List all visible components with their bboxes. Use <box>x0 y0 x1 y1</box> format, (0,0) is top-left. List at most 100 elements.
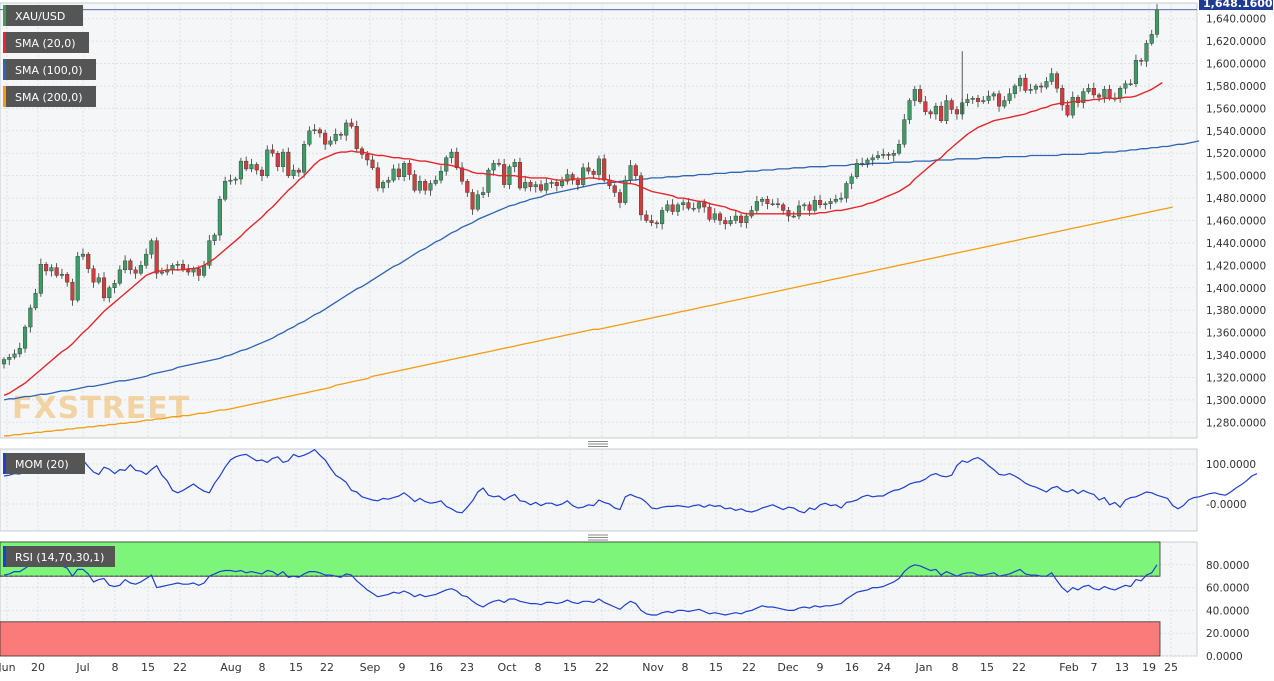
candle <box>1049 68 1054 85</box>
candle <box>91 265 96 288</box>
candle-body <box>7 357 12 360</box>
candle-body <box>54 267 59 276</box>
price-tick-label: 1,520.0000 <box>1206 148 1266 160</box>
candle-body <box>349 122 354 127</box>
candle-body <box>944 100 949 121</box>
candle <box>101 272 107 302</box>
candle <box>628 159 633 184</box>
candle-body <box>270 149 275 154</box>
rsi-path <box>3 558 1158 616</box>
candle-body <box>296 169 301 173</box>
candle <box>881 148 886 159</box>
date-tick-label: 25 <box>1164 661 1178 674</box>
candle-body <box>981 100 986 102</box>
candle <box>1039 82 1044 93</box>
candle <box>70 278 75 306</box>
candle-body <box>65 274 70 283</box>
candle <box>265 145 270 178</box>
candle-body <box>1107 89 1112 99</box>
candle-body <box>138 265 143 274</box>
candle-body <box>133 269 138 274</box>
price-tick-label: 1,580.0000 <box>1206 81 1266 93</box>
candle <box>1070 91 1075 119</box>
candle-body <box>649 220 654 223</box>
candle <box>675 202 680 217</box>
candle-body <box>417 181 422 191</box>
candle <box>854 158 859 180</box>
candle <box>344 119 349 141</box>
rsi-label: RSI (14,70,30,1) <box>15 551 104 564</box>
candle <box>423 179 428 195</box>
candle <box>449 148 454 164</box>
candle-body <box>123 260 128 271</box>
price-tick-label: 1,280.0000 <box>1206 417 1266 429</box>
candle-body <box>665 204 670 211</box>
candle <box>391 164 396 183</box>
candle <box>438 165 444 184</box>
candle <box>1091 82 1096 99</box>
candle <box>691 202 696 212</box>
candle-body <box>733 215 738 221</box>
candle <box>138 260 143 276</box>
candle <box>844 181 849 203</box>
date-tick-label: 24 <box>877 661 891 674</box>
candle <box>296 167 301 177</box>
date-tick-label: 20 <box>31 661 45 674</box>
panel-resize-handle-2[interactable] <box>588 534 608 541</box>
candle-body <box>1133 59 1138 84</box>
legend-momentum[interactable]: MOM (20) <box>3 453 85 474</box>
legend-sma-200[interactable]: SMA (200,0) <box>3 86 96 107</box>
candle <box>549 180 554 188</box>
sma-100-line <box>3 140 1200 401</box>
candle-body <box>233 178 238 181</box>
candle-body <box>159 271 164 274</box>
rsi-tick-label: 80.0000 <box>1206 560 1249 572</box>
candle <box>581 163 586 187</box>
rsi-y-axis: 80.0000 60.0000 40.0000 20.0000 0.0000 <box>1206 560 1249 663</box>
candle-body <box>365 154 370 161</box>
candle <box>912 85 917 107</box>
candle <box>291 164 296 180</box>
candle-body <box>896 144 902 154</box>
candle-body <box>275 153 280 167</box>
legend-sma-100[interactable]: SMA (100,0) <box>3 59 96 80</box>
candle <box>770 199 775 206</box>
candle-body <box>428 183 433 191</box>
sma-200-line <box>4 206 1173 437</box>
candle-body <box>707 206 712 220</box>
candle-body <box>918 89 923 102</box>
candle <box>828 198 833 210</box>
candle <box>1081 88 1086 109</box>
legend-rsi[interactable]: RSI (14,70,30,1) <box>3 546 115 567</box>
candle <box>933 102 938 120</box>
rsi-line <box>3 558 1158 616</box>
candle <box>865 157 870 168</box>
last-price-label: 1,648.1600 <box>1203 0 1273 10</box>
candle-body <box>997 93 1002 107</box>
candle-body <box>1118 88 1123 99</box>
legend-symbol[interactable]: XAU/USD <box>3 5 83 26</box>
candle-body <box>80 253 86 257</box>
candle <box>486 167 491 197</box>
candle <box>1154 4 1160 38</box>
candle-body <box>970 98 975 100</box>
price-tick-label: 1,440.0000 <box>1206 238 1266 250</box>
candle <box>149 238 154 259</box>
panel-resize-handle-1[interactable] <box>588 441 608 447</box>
symbol-label: XAU/USD <box>15 10 65 23</box>
candle-body <box>307 130 312 145</box>
candle <box>223 176 228 202</box>
candle-body <box>254 164 259 171</box>
candle <box>249 158 254 173</box>
candle <box>275 150 280 172</box>
candle-body <box>1081 91 1086 103</box>
candle-body <box>965 99 970 103</box>
candle-body <box>1128 83 1133 85</box>
candle-body <box>954 109 959 115</box>
legend-sma-20[interactable]: SMA (20,0) <box>3 32 89 53</box>
candle-body <box>670 204 675 212</box>
candle-body <box>928 111 933 115</box>
candle <box>33 288 38 311</box>
candle-body <box>1018 77 1023 87</box>
candle <box>896 139 902 156</box>
